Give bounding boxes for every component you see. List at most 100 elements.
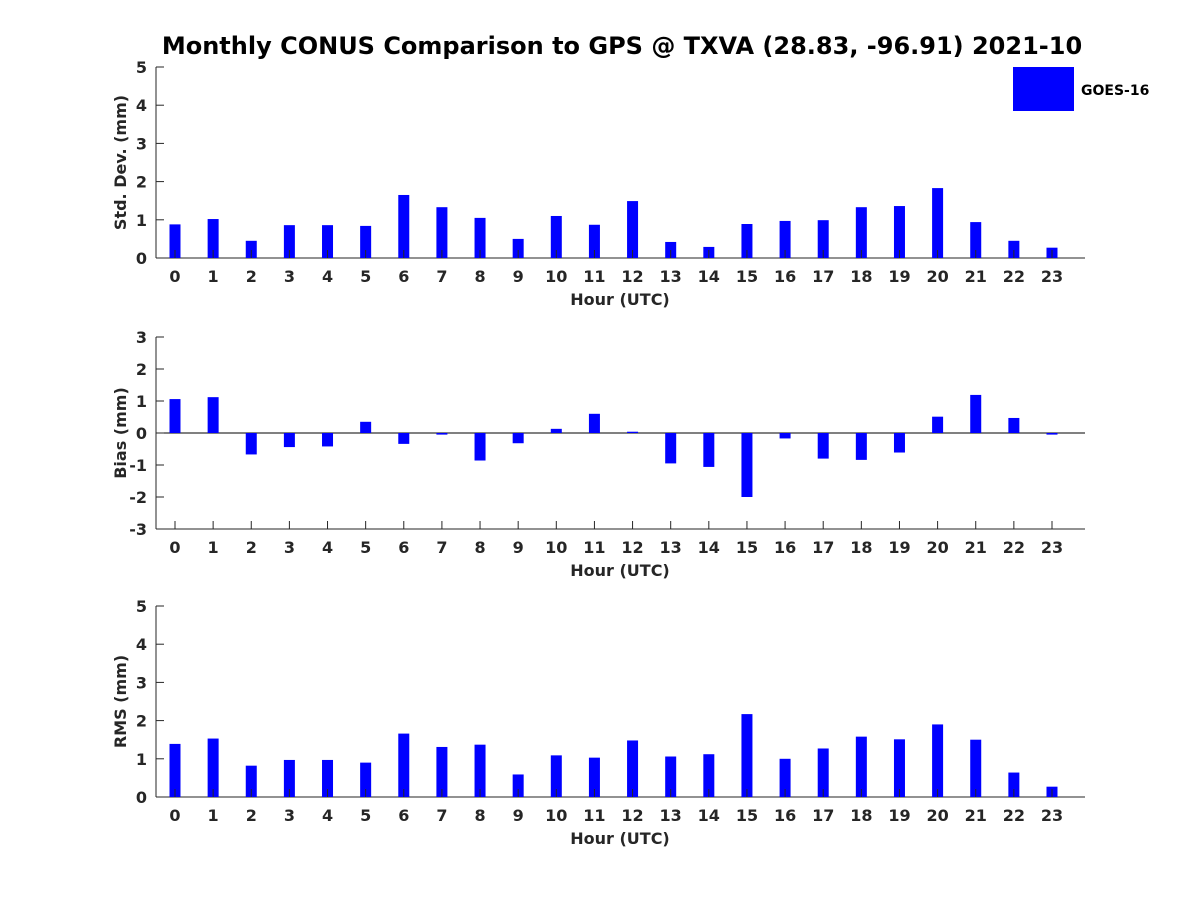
rms-x-tick-label: 23 bbox=[1041, 806, 1063, 825]
bias-bar bbox=[932, 416, 944, 433]
std-dev-bar bbox=[322, 225, 334, 258]
rms-y-tick-label: 0 bbox=[136, 788, 147, 807]
std-dev-bar bbox=[817, 220, 829, 258]
std-dev-x-tick-label: 13 bbox=[660, 267, 682, 286]
rms-x-tick-label: 12 bbox=[621, 806, 643, 825]
std-dev-bar bbox=[932, 188, 944, 258]
rms-y-tick-label: 1 bbox=[136, 750, 147, 769]
rms-x-tick-label: 16 bbox=[774, 806, 796, 825]
rms-x-tick-label: 13 bbox=[660, 806, 682, 825]
bias-bar bbox=[817, 433, 829, 459]
bias-bar bbox=[360, 421, 372, 433]
rms-bar bbox=[741, 714, 753, 797]
rms-bar bbox=[169, 743, 181, 797]
bias-x-tick-label: 14 bbox=[698, 538, 720, 557]
bias-bar bbox=[512, 433, 524, 444]
rms-bar bbox=[779, 758, 791, 797]
rms-x-tick-label: 14 bbox=[698, 806, 720, 825]
bias-x-tick-label: 6 bbox=[398, 538, 409, 557]
rms-bar bbox=[207, 738, 219, 797]
bias-x-tick-label: 22 bbox=[1003, 538, 1025, 557]
bias-x-tick-label: 23 bbox=[1041, 538, 1063, 557]
std-dev-x-tick-label: 3 bbox=[284, 267, 295, 286]
std-dev-bar bbox=[283, 225, 295, 258]
std-dev-x-tick-label: 15 bbox=[736, 267, 758, 286]
rms-bar bbox=[322, 759, 334, 797]
std-dev-bar bbox=[474, 217, 486, 258]
std-dev-bar bbox=[893, 206, 905, 258]
bias-bar bbox=[588, 413, 600, 433]
rms-bar bbox=[436, 746, 448, 797]
rms-x-tick-label: 3 bbox=[284, 806, 295, 825]
rms-bar bbox=[970, 739, 982, 797]
std-dev-y-axis-label: Std. Dev. (mm) bbox=[111, 95, 130, 230]
std-dev-x-tick-label: 9 bbox=[513, 267, 524, 286]
legend-label-goes-16: GOES-16 bbox=[1081, 83, 1149, 99]
std-dev-bar bbox=[512, 238, 524, 258]
bias-x-tick-label: 8 bbox=[474, 538, 485, 557]
bias-bar bbox=[245, 433, 257, 455]
std-dev-bar bbox=[245, 240, 257, 258]
std-dev-bar bbox=[169, 224, 181, 258]
bias-bar bbox=[169, 399, 181, 433]
bias-bar bbox=[322, 433, 334, 447]
bias-y-tick-label: 1 bbox=[136, 392, 147, 411]
bias-x-tick-label: 19 bbox=[888, 538, 910, 557]
std-dev-bar bbox=[1008, 240, 1020, 258]
bias-x-tick-label: 10 bbox=[545, 538, 567, 557]
std-dev-x-tick-label: 1 bbox=[208, 267, 219, 286]
bias-x-tick-label: 15 bbox=[736, 538, 758, 557]
bias-y-axis-label: Bias (mm) bbox=[111, 387, 130, 479]
bias-bar bbox=[474, 433, 486, 461]
rms-x-tick-label: 15 bbox=[736, 806, 758, 825]
std-dev-x-axis-label: Hour (UTC) bbox=[570, 290, 670, 309]
rms-y-tick-label: 2 bbox=[136, 712, 147, 731]
bias-x-tick-label: 17 bbox=[812, 538, 834, 557]
legend-swatch-goes-16 bbox=[1013, 67, 1074, 111]
bias-y-tick-label: -1 bbox=[129, 456, 147, 475]
bias-x-tick-label: 20 bbox=[926, 538, 948, 557]
bias-y-tick-label: 2 bbox=[136, 360, 147, 379]
rms-bar bbox=[703, 754, 715, 797]
rms-x-tick-label: 4 bbox=[322, 806, 333, 825]
rms-x-tick-label: 2 bbox=[246, 806, 257, 825]
rms-bar bbox=[932, 724, 944, 797]
std-dev-x-tick-label: 19 bbox=[888, 267, 910, 286]
bias-x-tick-label: 0 bbox=[169, 538, 180, 557]
bias-x-tick-label: 7 bbox=[436, 538, 447, 557]
rms-x-tick-label: 7 bbox=[436, 806, 447, 825]
std-dev-x-tick-label: 11 bbox=[583, 267, 605, 286]
bias-x-tick-label: 16 bbox=[774, 538, 796, 557]
bias-x-tick-label: 5 bbox=[360, 538, 371, 557]
rms-bar bbox=[855, 736, 867, 797]
rms-y-axis-label: RMS (mm) bbox=[111, 655, 130, 748]
std-dev-bar bbox=[398, 194, 410, 258]
std-dev-x-tick-label: 8 bbox=[474, 267, 485, 286]
std-dev-y-tick-label: 5 bbox=[136, 58, 147, 77]
rms-x-tick-label: 11 bbox=[583, 806, 605, 825]
rms-bar bbox=[1008, 772, 1020, 797]
bias-bar bbox=[665, 433, 677, 464]
bias-x-tick-label: 18 bbox=[850, 538, 872, 557]
std-dev-x-tick-label: 22 bbox=[1003, 267, 1025, 286]
std-dev-x-tick-label: 18 bbox=[850, 267, 872, 286]
bias-bar bbox=[550, 428, 562, 433]
std-dev-bar bbox=[855, 207, 867, 258]
rms-x-tick-label: 5 bbox=[360, 806, 371, 825]
bias-bar bbox=[1046, 433, 1058, 435]
rms-x-tick-label: 19 bbox=[888, 806, 910, 825]
bias-x-tick-label: 12 bbox=[621, 538, 643, 557]
std-dev-bar bbox=[970, 222, 982, 258]
rms-x-tick-label: 17 bbox=[812, 806, 834, 825]
std-dev-bar bbox=[360, 225, 372, 258]
rms-x-tick-label: 9 bbox=[513, 806, 524, 825]
legend: GOES-16 bbox=[1013, 67, 1149, 111]
rms-bar bbox=[398, 733, 410, 797]
rms-x-tick-label: 21 bbox=[965, 806, 987, 825]
rms-bar bbox=[474, 744, 486, 797]
std-dev-bar bbox=[436, 207, 448, 258]
std-dev-y-tick-label: 4 bbox=[136, 96, 147, 115]
